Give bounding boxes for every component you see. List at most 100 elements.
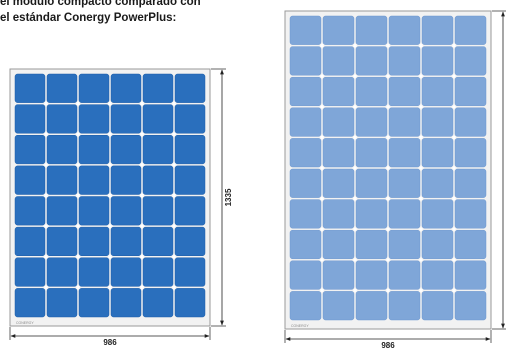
solar-cell [388, 199, 421, 229]
solar-cell [110, 257, 142, 287]
cell-junction-dot [140, 255, 144, 259]
solar-cell [110, 135, 142, 165]
cell-junction-dot [452, 166, 456, 170]
cell-junction-dot [452, 105, 456, 109]
solar-cell [142, 257, 174, 287]
solar-cell [388, 168, 421, 198]
compact-dimensions: 986 1335 [9, 68, 233, 347]
solar-cell [322, 291, 355, 321]
cell-junction-dot [140, 163, 144, 167]
cell-junction-dot [353, 166, 357, 170]
solar-cell [14, 196, 46, 226]
solar-cell [142, 73, 174, 103]
solar-cell [421, 229, 454, 260]
solar-cell [142, 226, 174, 256]
solar-cell [78, 257, 110, 287]
cell-junction-dot [108, 132, 112, 136]
solar-cell [174, 257, 206, 287]
solar-cell [289, 199, 322, 229]
cell-junction-dot [172, 102, 176, 106]
cell-junction-dot [419, 258, 423, 262]
solar-cell [454, 199, 487, 229]
solar-cell [78, 104, 110, 134]
cell-junction-dot [419, 44, 423, 48]
caption: el módulo compacto comparado con el está… [0, 0, 201, 26]
solar-cell [78, 135, 110, 165]
cell-junction-dot [76, 193, 80, 198]
cell-junction-dot [320, 166, 324, 170]
solar-cell [355, 168, 388, 198]
cell-junction-dot [140, 193, 144, 198]
cell-junction-dot [386, 44, 390, 48]
solar-cell [174, 165, 206, 195]
solar-cell [355, 107, 388, 137]
solar-cell [454, 260, 487, 290]
solar-cell [322, 76, 355, 107]
solar-cell [289, 46, 322, 76]
cell-junction-dot [108, 163, 112, 167]
solar-cell [421, 76, 454, 107]
solar-cell [46, 73, 78, 103]
solar-cell [174, 73, 206, 103]
cell-junction-dot [386, 258, 390, 262]
solar-cell [388, 107, 421, 137]
solar-cell [14, 226, 46, 256]
solar-cell [174, 104, 206, 134]
cell-junction-dot [108, 285, 112, 289]
cell-junction-dot [386, 105, 390, 109]
solar-cell [454, 291, 487, 321]
solar-cell [454, 46, 487, 76]
cell-junction-dot [172, 132, 176, 136]
cell-junction-dot [353, 74, 357, 78]
solar-cell [14, 165, 46, 195]
standard-panel-cells [289, 15, 487, 321]
cell-junction-dot [386, 74, 390, 78]
compact-height-label: 1335 [224, 188, 233, 206]
cell-junction-dot [108, 102, 112, 106]
cell-junction-dot [353, 44, 357, 48]
solar-cell [110, 196, 142, 226]
solar-cell [355, 46, 388, 76]
solar-cell [46, 135, 78, 165]
solar-cell [355, 199, 388, 229]
cell-junction-dot [108, 193, 112, 198]
solar-cell [14, 135, 46, 165]
cell-junction-dot [419, 135, 423, 139]
cell-junction-dot [320, 258, 324, 262]
solar-cell [388, 138, 421, 168]
cell-junction-dot [76, 163, 80, 167]
cell-junction-dot [76, 102, 80, 106]
cell-junction-dot [172, 163, 176, 167]
solar-cell [355, 229, 388, 260]
cell-junction-dot [320, 44, 324, 48]
solar-cell [355, 291, 388, 321]
solar-cell [421, 138, 454, 168]
cell-junction-dot [452, 44, 456, 48]
cell-junction-dot [452, 227, 456, 231]
cell-junction-dot [140, 224, 144, 228]
cell-junction-dot [353, 135, 357, 139]
cell-junction-dot [172, 224, 176, 228]
solar-cell [421, 168, 454, 198]
solar-cell [78, 288, 110, 318]
solar-cell [388, 291, 421, 321]
caption-line-2: el estándar Conergy PowerPlus: [0, 12, 177, 24]
solar-cell [289, 138, 322, 168]
cell-junction-dot [76, 285, 80, 289]
cell-junction-dot [419, 227, 423, 231]
cell-junction-dot [76, 255, 80, 259]
cell-junction-dot [353, 105, 357, 109]
solar-cell [322, 46, 355, 76]
solar-cell [46, 226, 78, 256]
solar-cell [322, 15, 355, 45]
solar-cell [355, 260, 388, 290]
cell-junction-dot [320, 227, 324, 231]
solar-cell [454, 229, 487, 260]
cell-junction-dot [140, 132, 144, 136]
cell-junction-dot [44, 285, 48, 289]
solar-cell [110, 73, 142, 103]
solar-cell [14, 257, 46, 287]
solar-cell [142, 165, 174, 195]
solar-cell [421, 260, 454, 290]
solar-cell [142, 104, 174, 134]
